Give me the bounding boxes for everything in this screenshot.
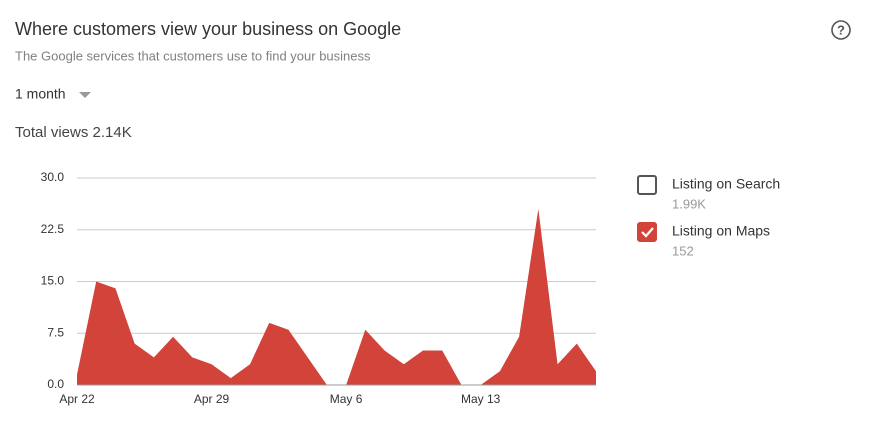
subtitle: The Google services that customers use t… <box>15 48 371 63</box>
help-button[interactable]: ? <box>831 20 851 40</box>
x-tick-label: Apr 29 <box>194 392 230 406</box>
y-tick-label: 7.5 <box>47 325 64 339</box>
y-tick-label: 15.0 <box>41 274 65 288</box>
total-views: Total views 2.14K <box>15 124 132 141</box>
title: Where customers view your business on Go… <box>15 19 401 39</box>
area <box>77 209 596 385</box>
legend-checkbox[interactable] <box>637 175 657 195</box>
y-tick-label: 0.0 <box>47 377 64 391</box>
legend-total: 152 <box>672 243 694 258</box>
legend-checkbox[interactable] <box>637 222 657 242</box>
legend-label[interactable]: Listing on Search <box>672 176 780 192</box>
y-tick-label: 22.5 <box>41 222 65 236</box>
y-tick-label: 30.0 <box>41 170 65 184</box>
help-mark: ? <box>837 22 845 37</box>
period-label[interactable]: 1 month <box>15 86 66 102</box>
dropdown-caret[interactable] <box>79 92 91 98</box>
x-tick-label: May 13 <box>461 392 501 406</box>
period-dropdown[interactable]: 1 month <box>15 86 91 102</box>
x-tick-label: May 6 <box>330 392 363 406</box>
legend-total: 1.99K <box>672 196 706 211</box>
legend-label[interactable]: Listing on Maps <box>672 223 770 239</box>
x-tick-label: Apr 22 <box>59 392 95 406</box>
help-icon[interactable] <box>831 20 851 40</box>
checkmark <box>641 227 654 238</box>
